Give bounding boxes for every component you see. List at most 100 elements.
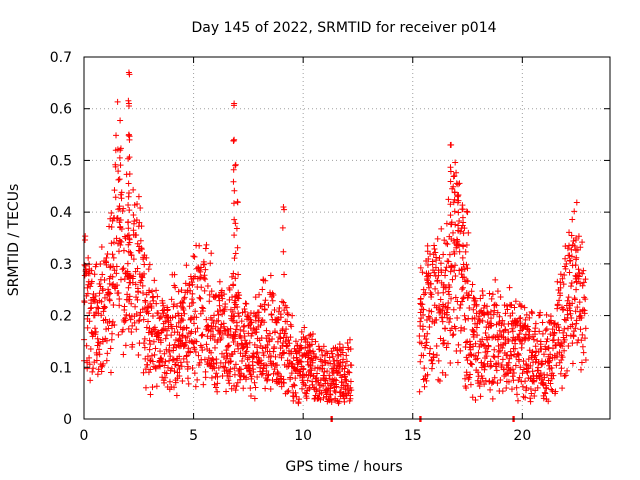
data-point	[254, 349, 261, 356]
data-point	[452, 159, 459, 166]
data-point	[298, 358, 305, 365]
data-point	[119, 266, 126, 273]
data-point	[197, 264, 204, 271]
peak-point	[280, 248, 287, 255]
peak-point	[231, 293, 238, 300]
data-point	[425, 255, 432, 262]
data-point	[212, 323, 219, 330]
data-point	[250, 369, 257, 376]
peak-point	[465, 315, 472, 322]
data-point	[110, 302, 117, 309]
data-point	[542, 390, 549, 397]
data-point	[509, 328, 516, 335]
data-point	[149, 288, 156, 295]
peak-point	[464, 209, 471, 216]
data-point	[196, 242, 203, 249]
data-point	[173, 392, 180, 399]
data-point	[214, 388, 221, 395]
data-point	[248, 319, 255, 326]
data-point	[122, 342, 129, 349]
data-point	[556, 327, 563, 334]
data-point	[417, 295, 424, 302]
data-point	[287, 374, 294, 381]
data-point	[427, 280, 434, 287]
data-point	[304, 377, 311, 384]
data-point	[172, 284, 179, 291]
data-point	[336, 398, 343, 405]
data-point	[106, 318, 113, 325]
data-point	[164, 327, 171, 334]
data-point	[108, 336, 115, 343]
data-point	[444, 314, 451, 321]
data-point	[170, 356, 177, 363]
data-point	[548, 386, 555, 393]
peak-point	[231, 136, 238, 143]
data-point	[111, 322, 118, 329]
data-point	[232, 387, 239, 394]
data-point	[126, 293, 133, 300]
data-point	[129, 322, 136, 329]
grid-lines	[84, 57, 610, 419]
data-point	[133, 311, 140, 318]
data-point	[473, 301, 480, 308]
data-point	[494, 380, 501, 387]
data-point	[148, 305, 155, 312]
data-point	[120, 265, 127, 272]
data-point	[445, 288, 452, 295]
data-point	[493, 302, 500, 309]
data-point	[115, 290, 122, 297]
data-point	[159, 300, 166, 307]
data-point	[132, 303, 139, 310]
data-point	[285, 387, 292, 394]
data-point	[444, 340, 451, 347]
data-point	[545, 344, 552, 351]
data-point	[326, 372, 333, 379]
data-point	[107, 345, 114, 352]
peak-point	[464, 294, 471, 301]
data-point	[152, 326, 159, 333]
peak-point	[126, 207, 133, 214]
data-point	[264, 341, 271, 348]
data-point	[445, 258, 452, 265]
data-point	[201, 272, 208, 279]
y-tick-label: 0	[63, 412, 72, 428]
data-point	[147, 391, 154, 398]
peak-point	[459, 266, 466, 273]
peak-point	[231, 232, 238, 239]
data-point	[548, 364, 555, 371]
data-point	[526, 328, 533, 335]
data-point	[105, 325, 112, 332]
data-point	[421, 365, 428, 372]
data-point	[469, 281, 476, 288]
data-point	[274, 338, 281, 345]
data-point	[189, 290, 196, 297]
data-point	[541, 374, 548, 381]
data-point	[268, 311, 275, 318]
data-point	[225, 342, 232, 349]
data-point	[140, 369, 147, 376]
data-point	[472, 397, 479, 404]
data-point	[274, 380, 281, 387]
plot-frame	[83, 56, 611, 420]
data-point	[84, 290, 91, 297]
data-point	[561, 372, 568, 379]
data-point	[420, 323, 427, 330]
data-point	[447, 315, 454, 322]
data-point	[140, 256, 147, 263]
data-point	[231, 348, 238, 355]
data-point	[574, 339, 581, 346]
data-point	[228, 273, 235, 280]
data-point	[309, 381, 316, 388]
data-point	[132, 268, 139, 275]
data-point	[174, 369, 181, 376]
data-point	[527, 398, 534, 405]
data-point	[160, 302, 167, 309]
data-point	[230, 281, 237, 288]
x-axis: 0 5 10 15 20	[80, 57, 531, 444]
data-point	[442, 325, 449, 332]
data-point	[484, 348, 491, 355]
data-point	[463, 385, 470, 392]
data-point	[455, 181, 462, 188]
data-point	[309, 336, 316, 343]
data-point	[321, 368, 328, 375]
